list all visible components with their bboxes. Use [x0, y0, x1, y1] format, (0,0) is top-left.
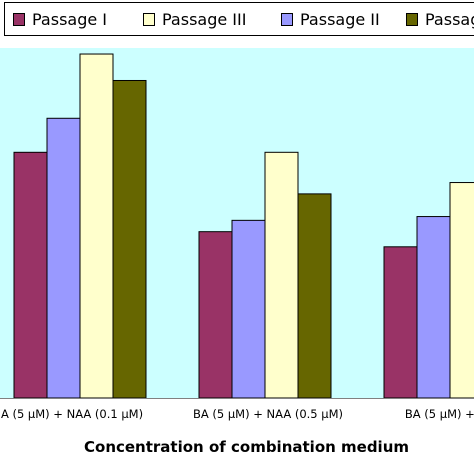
legend-label-passage-iv: Passage: [425, 10, 474, 29]
bar-passage-iii-cat-3: [449, 182, 474, 399]
legend: Passage I Passage III Passage II Passage: [4, 2, 474, 36]
bar-passage-ii-cat-1: [46, 117, 81, 399]
bar-passage-i-cat-3: [383, 246, 418, 399]
bar-passage-ii-cat-3: [416, 216, 451, 399]
bar-passage-ii-cat-2: [231, 219, 266, 399]
x-axis-title: Concentration of combination medium: [84, 438, 410, 456]
legend-label-passage-i: Passage I: [32, 10, 108, 29]
bar-passage-iii-cat-1: [79, 53, 114, 399]
legend-swatch-passage-iv: [406, 13, 418, 26]
x-tick-label-1: A (5 µM) + NAA (0.1 µM): [1, 407, 143, 421]
x-tick-label-2: BA (5 µM) + NAA (0.5 µM): [193, 407, 343, 421]
legend-label-passage-ii: Passage II: [300, 10, 380, 29]
bar-passage-iv-cat-2: [297, 193, 332, 399]
bar-passage-i-cat-1: [13, 151, 48, 399]
legend-swatch-passage-i: [13, 13, 25, 26]
legend-label-passage-iii: Passage III: [162, 10, 247, 29]
legend-swatch-passage-ii: [281, 13, 293, 26]
x-tick-label-3: BA (5 µM) + NAA: [405, 407, 474, 421]
legend-swatch-passage-iii: [143, 13, 155, 26]
bar-passage-iii-cat-2: [264, 151, 299, 399]
bar-passage-iv-cat-1: [112, 79, 147, 399]
bar-passage-i-cat-2: [198, 231, 233, 399]
